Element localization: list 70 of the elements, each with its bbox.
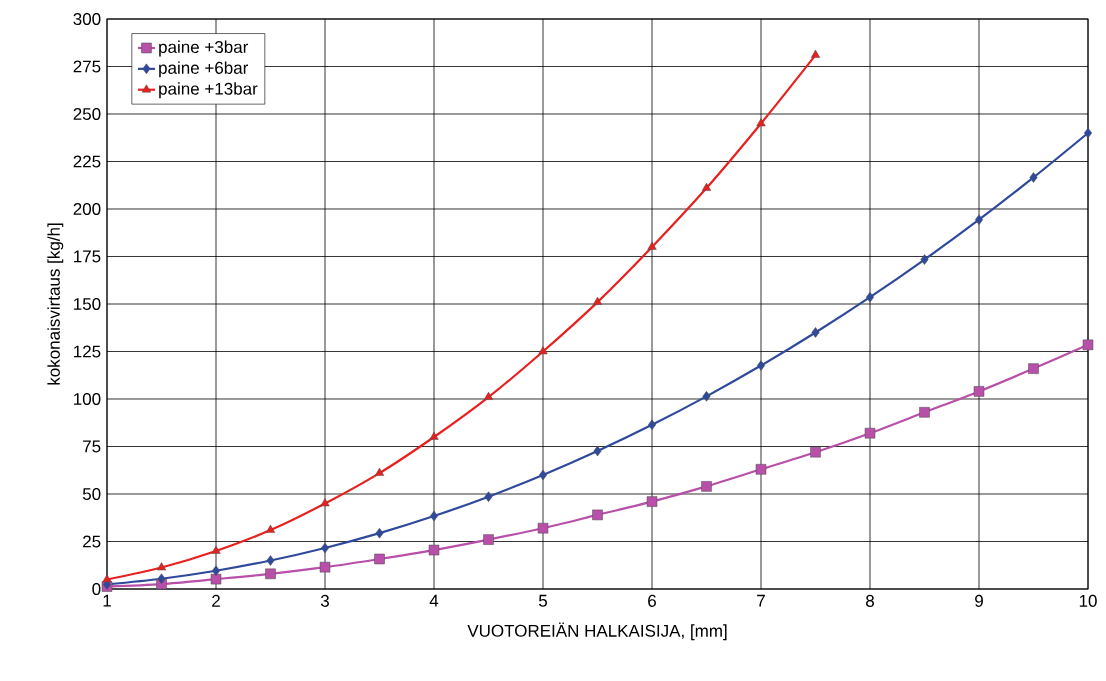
- y-tick-label: 25: [83, 535, 101, 548]
- point: [1029, 172, 1038, 183]
- point: [428, 544, 440, 556]
- point: [483, 534, 494, 545]
- point: [483, 391, 494, 400]
- y-tick-label: 125: [74, 345, 101, 358]
- point: [265, 568, 276, 580]
- y-tick-label: 300: [73, 12, 101, 26]
- x-tick-label: 5: [538, 594, 548, 607]
- point: [537, 522, 549, 534]
- legend-label: paine +3bar: [159, 40, 249, 57]
- point: [810, 49, 821, 58]
- y-tick-label: 275: [73, 60, 101, 73]
- y-tick-label: 50: [82, 487, 101, 501]
- point: [266, 555, 275, 566]
- y-tick-label: 225: [73, 155, 101, 168]
- point: [701, 182, 712, 191]
- x-axis-title: VUOTOREIÄN HALKAISIJA, [mm]: [467, 622, 727, 641]
- point: [701, 481, 712, 492]
- x-tick-label: 1: [103, 594, 111, 607]
- point: [538, 346, 548, 355]
- point: [375, 527, 384, 539]
- point: [211, 545, 221, 554]
- point: [265, 524, 276, 533]
- y-tick-label: 175: [74, 250, 101, 263]
- point: [102, 574, 112, 583]
- x-tick-label: 4: [429, 594, 439, 607]
- point: [592, 296, 603, 305]
- point: [156, 562, 167, 571]
- point: [864, 427, 876, 439]
- x-tick-label: 7: [757, 594, 765, 607]
- point: [319, 561, 331, 573]
- point: [374, 553, 385, 565]
- legend-label: paine +13bar: [159, 82, 258, 99]
- x-tick-label: 8: [866, 594, 874, 607]
- point: [429, 431, 439, 440]
- point: [484, 491, 493, 502]
- point: [210, 573, 222, 585]
- point: [919, 407, 930, 418]
- x-tick-label: 9: [975, 594, 983, 607]
- point: [1082, 339, 1094, 351]
- point: [756, 118, 766, 127]
- point: [973, 386, 985, 397]
- point: [702, 391, 711, 402]
- y-tick-label: 200: [73, 202, 101, 216]
- point: [757, 360, 765, 371]
- point: [810, 446, 821, 458]
- x-tick-label: 6: [648, 594, 656, 607]
- point: [811, 327, 820, 338]
- x-tick-label: 2: [212, 594, 220, 607]
- point: [157, 573, 166, 584]
- point: [975, 214, 983, 225]
- point: [374, 467, 385, 476]
- legend-label: paine +6bar: [159, 61, 249, 78]
- point: [593, 445, 602, 457]
- y-tick-label: 150: [74, 297, 101, 311]
- x-tick-label: 3: [320, 594, 329, 607]
- y-tick-label: 0: [92, 582, 101, 596]
- point: [320, 498, 330, 507]
- y-tick-label: 100: [74, 392, 101, 406]
- point: [755, 464, 767, 475]
- y-tick-label: 75: [83, 440, 101, 453]
- point: [920, 254, 929, 265]
- point: [592, 509, 603, 521]
- point: [647, 241, 657, 250]
- point: [646, 496, 658, 507]
- x-tick-label: 10: [1079, 594, 1097, 607]
- point: [1028, 363, 1039, 374]
- y-axis-title: kokonaisvirtaus [kg/h]: [47, 223, 64, 385]
- y-tick-label: 250: [73, 107, 101, 121]
